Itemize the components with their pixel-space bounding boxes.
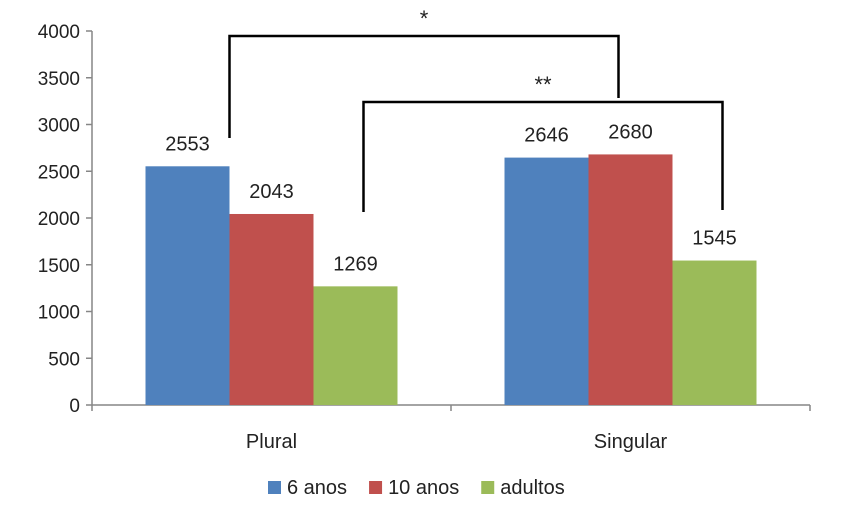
legend-label: 6 anos [287, 477, 347, 499]
data-label: 2043 [249, 181, 294, 203]
bars [145, 154, 757, 405]
legend-swatch [369, 481, 383, 494]
legend: 6 anos 10 anos adultos [268, 477, 565, 499]
y-tick-label: 2500 [38, 162, 80, 183]
legend-label: adultos [500, 477, 565, 499]
significance-bracket [228, 34, 620, 138]
y-tick-label: 3500 [38, 69, 80, 90]
category-label: Singular [594, 431, 668, 453]
bar [229, 213, 314, 405]
category-label: Plural [246, 431, 297, 453]
bar [313, 286, 398, 405]
y-tick-label: 0 [69, 396, 80, 417]
bar [504, 157, 589, 405]
data-label: 2680 [608, 121, 653, 143]
legend-label: 10 anos [388, 477, 459, 499]
data-label: 1269 [333, 253, 378, 275]
y-tick-label: 2000 [38, 209, 80, 230]
significance-label: ** [534, 72, 552, 97]
significance-label: * [420, 6, 429, 31]
category-labels: Plural Singular [246, 431, 668, 453]
data-label: 2553 [165, 133, 210, 155]
y-tick-label: 4000 [38, 22, 80, 43]
bar [588, 154, 673, 405]
bar [672, 260, 757, 405]
significance-brackets: *** [228, 6, 724, 212]
legend-swatch [268, 481, 281, 494]
data-label: 1545 [692, 228, 737, 250]
data-label: 2646 [524, 125, 569, 147]
x-axis [91, 404, 811, 411]
y-tick-label: 3000 [38, 116, 80, 137]
data-labels: 2553 2646 2043 2680 1269 1545 [165, 121, 737, 275]
significance-bracket [362, 100, 724, 212]
bar [145, 166, 230, 405]
legend-swatch [481, 481, 495, 494]
y-tick-label: 500 [48, 349, 80, 370]
y-tick-label: 1000 [38, 303, 80, 324]
y-axis: 0 500 1000 1500 2000 2500 3000 3500 4000 [38, 22, 93, 417]
y-tick-label: 1500 [38, 256, 80, 277]
